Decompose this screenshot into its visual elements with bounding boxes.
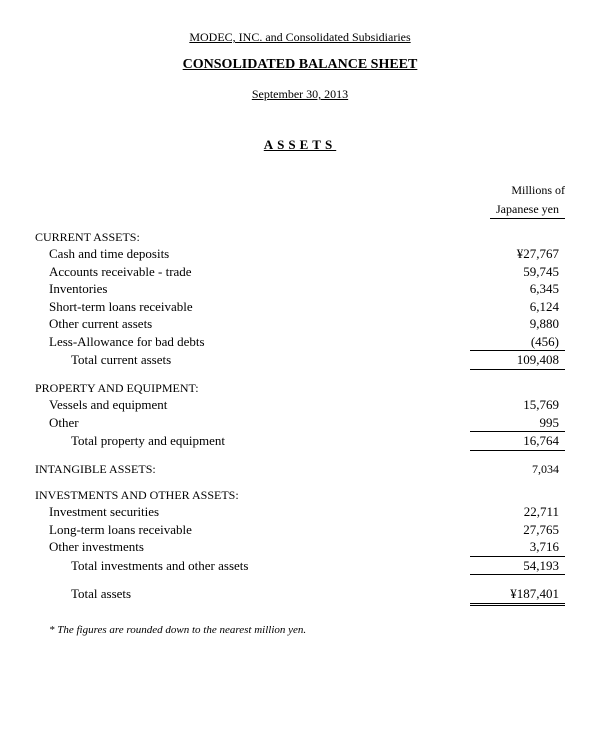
table-row: Long-term loans receivable 27,765 bbox=[35, 521, 565, 539]
row-value: 109,408 bbox=[470, 351, 565, 370]
table-row: Other investments 3,716 bbox=[35, 538, 565, 557]
row-label: Total property and equipment bbox=[35, 432, 470, 451]
document-header: MODEC, INC. and Consolidated Subsidiarie… bbox=[35, 30, 565, 102]
table-row: Other current assets 9,880 bbox=[35, 315, 565, 333]
row-value: 15,769 bbox=[470, 396, 565, 414]
row-value: 995 bbox=[470, 414, 565, 433]
column-header: Millions of bbox=[35, 183, 565, 198]
row-value: 6,345 bbox=[470, 280, 565, 298]
row-label: Accounts receivable - trade bbox=[35, 263, 470, 281]
row-value: 59,745 bbox=[470, 263, 565, 281]
total-row: Total current assets 109,408 bbox=[35, 351, 565, 370]
investments-heading: INVESTMENTS AND OTHER ASSETS: bbox=[35, 487, 565, 503]
row-label: Cash and time deposits bbox=[35, 245, 470, 263]
total-assets-row: Total assets ¥187,401 bbox=[35, 585, 565, 606]
row-value: 3,716 bbox=[470, 538, 565, 557]
row-value: 9,880 bbox=[470, 315, 565, 333]
row-label: Vessels and equipment bbox=[35, 396, 470, 414]
row-value: (456) bbox=[470, 333, 565, 352]
row-value: 7,034 bbox=[470, 461, 565, 477]
balance-sheet-table: CURRENT ASSETS: Cash and time deposits ¥… bbox=[35, 229, 565, 606]
row-label: Other bbox=[35, 414, 470, 433]
table-row: Short-term loans receivable 6,124 bbox=[35, 298, 565, 316]
col-header-line2: Japanese yen bbox=[490, 202, 565, 219]
row-label: Long-term loans receivable bbox=[35, 521, 470, 539]
intangibles-row: INTANGIBLE ASSETS: 7,034 bbox=[35, 461, 565, 477]
row-value: 22,711 bbox=[470, 503, 565, 521]
total-row: Total property and equipment 16,764 bbox=[35, 432, 565, 451]
property-heading: PROPERTY AND EQUIPMENT: bbox=[35, 380, 565, 396]
row-label: Other investments bbox=[35, 538, 470, 557]
table-row: Less-Allowance for bad debts (456) bbox=[35, 333, 565, 352]
row-label: Less-Allowance for bad debts bbox=[35, 333, 470, 352]
table-row: Accounts receivable - trade 59,745 bbox=[35, 263, 565, 281]
document-date: September 30, 2013 bbox=[35, 87, 565, 102]
row-label: Total current assets bbox=[35, 351, 470, 370]
table-row: Other 995 bbox=[35, 414, 565, 433]
row-label: Inventories bbox=[35, 280, 470, 298]
document-title: CONSOLIDATED BALANCE SHEET bbox=[35, 57, 565, 73]
row-value: ¥27,767 bbox=[470, 245, 565, 263]
table-row: Vessels and equipment 15,769 bbox=[35, 396, 565, 414]
row-value: 27,765 bbox=[470, 521, 565, 539]
row-label: Investment securities bbox=[35, 503, 470, 521]
total-row: Total investments and other assets 54,19… bbox=[35, 557, 565, 576]
row-value: 16,764 bbox=[470, 432, 565, 451]
row-value: ¥187,401 bbox=[470, 585, 565, 606]
table-row: Inventories 6,345 bbox=[35, 280, 565, 298]
row-label: INTANGIBLE ASSETS: bbox=[35, 461, 470, 477]
section-title: ASSETS bbox=[35, 137, 565, 153]
row-label: Short-term loans receivable bbox=[35, 298, 470, 316]
row-value: 54,193 bbox=[470, 557, 565, 576]
table-row: Cash and time deposits ¥27,767 bbox=[35, 245, 565, 263]
company-name: MODEC, INC. and Consolidated Subsidiarie… bbox=[35, 30, 565, 45]
table-row: Investment securities 22,711 bbox=[35, 503, 565, 521]
col-header-line1: Millions of bbox=[511, 183, 565, 197]
row-label: Total assets bbox=[35, 585, 470, 606]
current-assets-heading: CURRENT ASSETS: bbox=[35, 229, 565, 245]
row-label: Other current assets bbox=[35, 315, 470, 333]
row-value: 6,124 bbox=[470, 298, 565, 316]
column-header-underline: Japanese yen bbox=[35, 202, 565, 219]
footnote: * The figures are rounded down to the ne… bbox=[35, 624, 565, 636]
row-label: Total investments and other assets bbox=[35, 557, 470, 576]
